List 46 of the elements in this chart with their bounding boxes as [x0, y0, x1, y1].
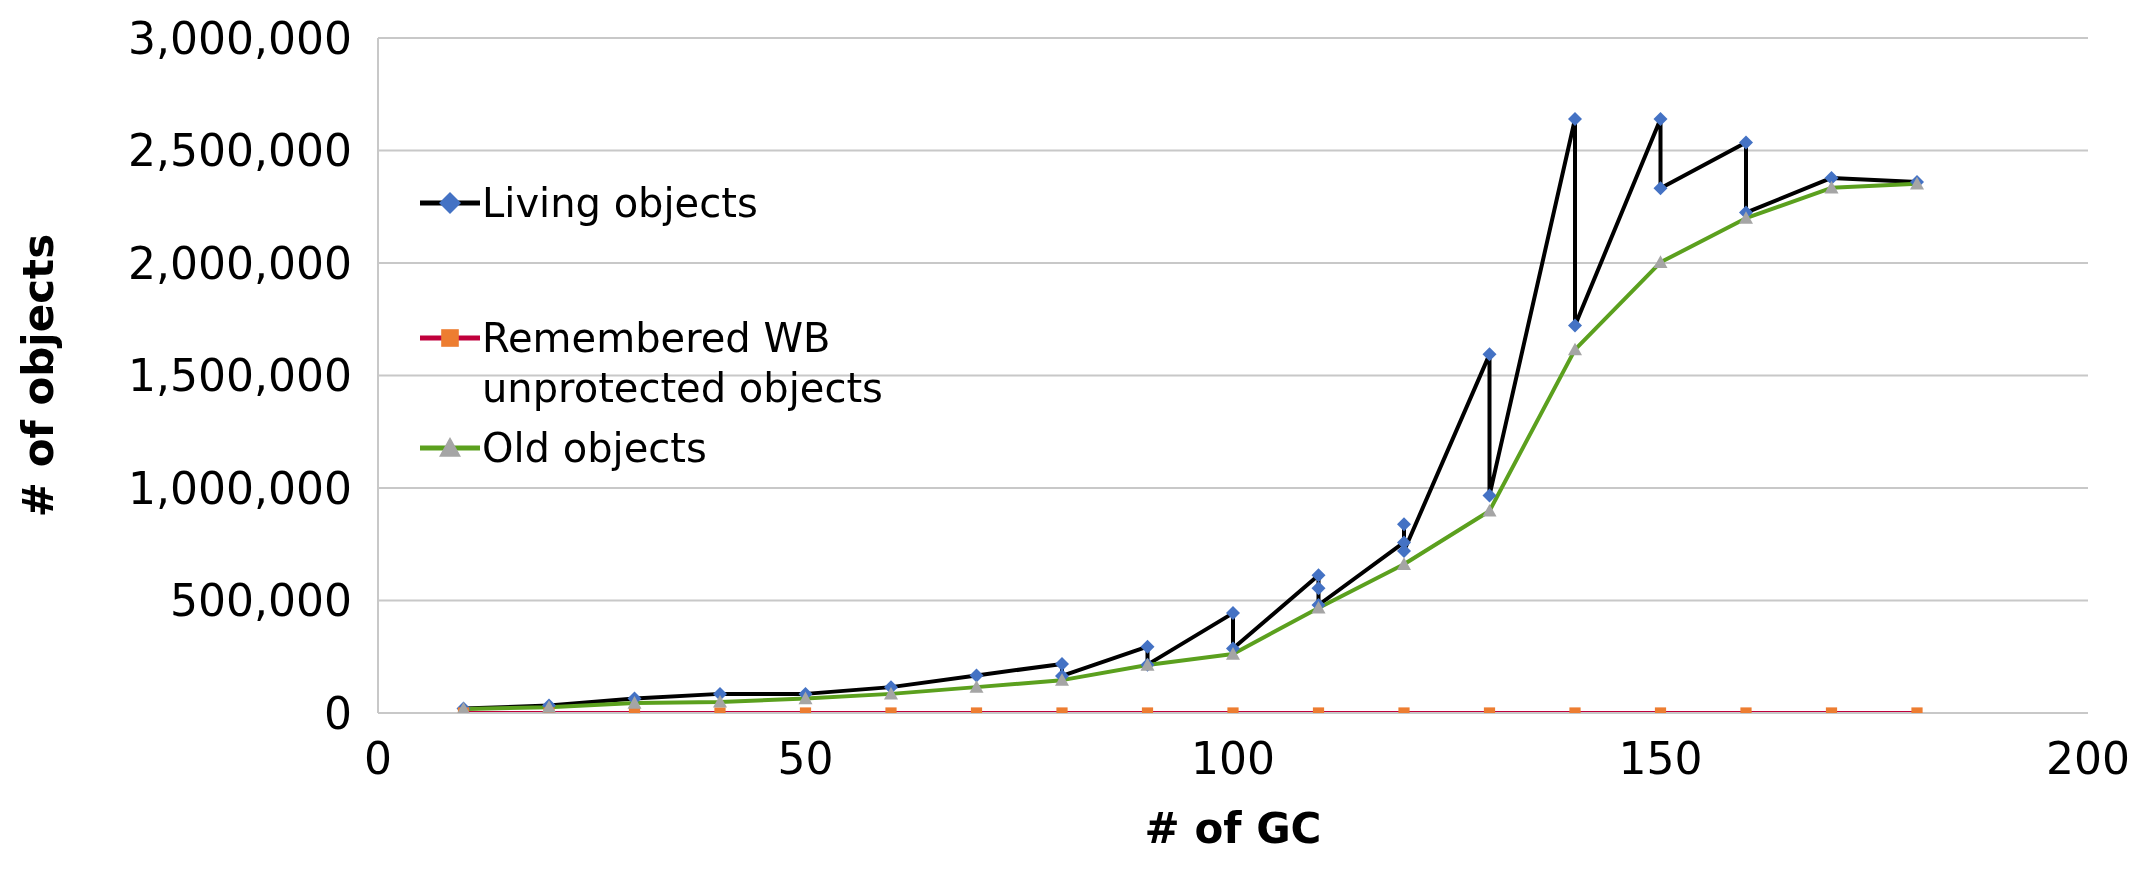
point — [1568, 112, 1582, 126]
legend-label: Living objects — [482, 179, 759, 228]
point — [1482, 488, 1497, 503]
x-tick-label: 50 — [777, 733, 834, 785]
y-tick-label: 500,000 — [170, 575, 352, 627]
y-tick-label: 2,000,000 — [128, 237, 352, 289]
point — [1311, 568, 1326, 583]
point — [1226, 606, 1240, 621]
point — [1397, 557, 1411, 570]
y-axis-title: # of objects — [13, 233, 63, 518]
point — [1739, 135, 1753, 150]
point — [1226, 647, 1240, 660]
y-tick-label: 3,000,000 — [128, 12, 352, 64]
point — [1568, 342, 1582, 356]
x-tick-label: 200 — [2046, 733, 2130, 785]
point — [969, 680, 984, 693]
x-axis-title: # of GC — [1144, 804, 1322, 853]
point — [1140, 639, 1155, 654]
point — [1311, 581, 1326, 596]
point — [1055, 673, 1069, 686]
point — [1653, 181, 1668, 196]
legend-label: Old objects — [482, 424, 708, 473]
y-tick-label: 1,000,000 — [128, 462, 352, 514]
point — [884, 686, 898, 700]
point — [969, 668, 984, 683]
x-tick-label: 150 — [1618, 733, 1703, 785]
point — [1824, 170, 1839, 185]
point — [1482, 347, 1497, 362]
point — [1653, 112, 1668, 126]
point — [1482, 503, 1497, 517]
point — [1397, 544, 1411, 558]
point — [1824, 180, 1839, 194]
y-tick-label: 1,500,000 — [128, 350, 352, 402]
x-tick-label: 0 — [364, 733, 392, 785]
y-tick-label: 0 — [324, 687, 352, 739]
point — [1653, 255, 1668, 268]
point — [798, 691, 813, 705]
x-tick-label: 100 — [1191, 733, 1275, 785]
point — [627, 696, 642, 709]
legend-label: Remembered WB unprotected objects — [482, 314, 884, 413]
point — [713, 694, 727, 708]
y-tick-label: 2,500,000 — [128, 125, 352, 177]
point — [1739, 211, 1753, 224]
point — [1055, 656, 1069, 671]
point — [1397, 517, 1411, 532]
point — [1568, 318, 1582, 333]
